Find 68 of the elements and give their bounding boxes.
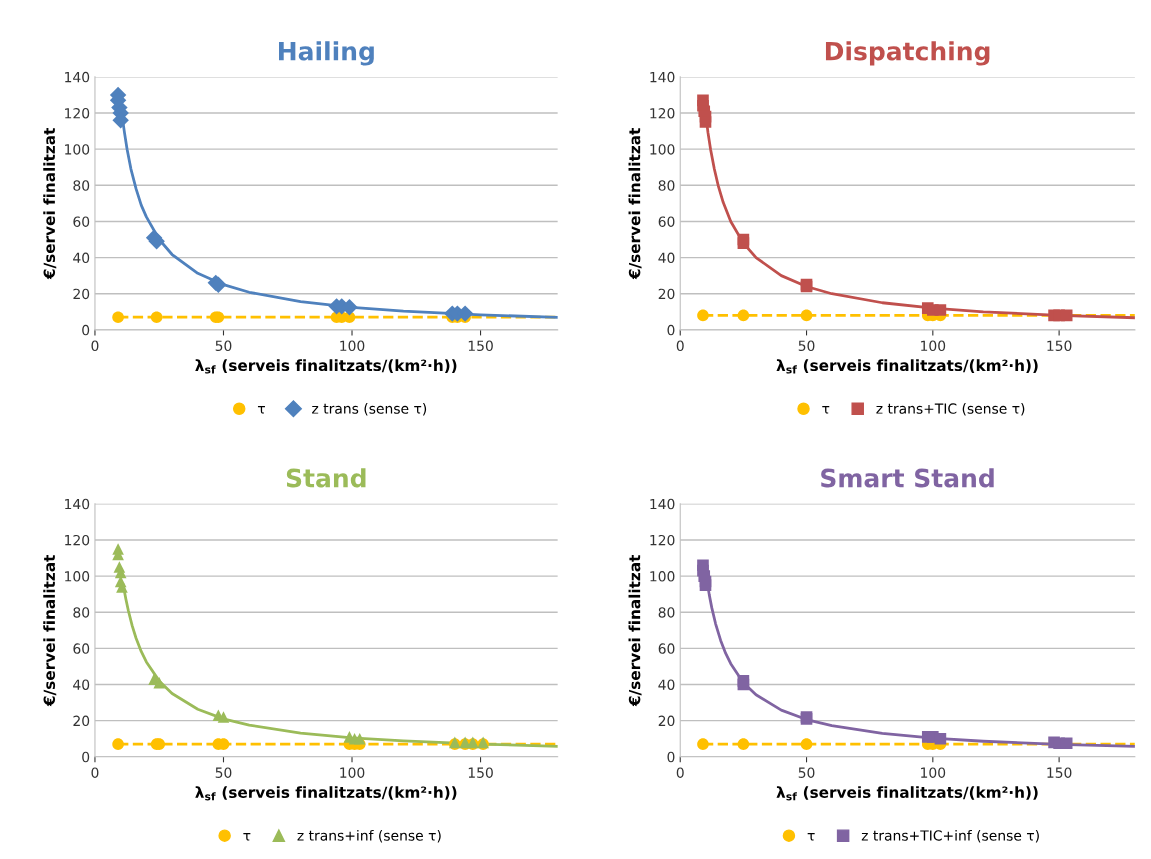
- x-tick-label: 150: [468, 340, 493, 352]
- y-tick-label: 120: [650, 107, 675, 119]
- x-tick-label: 150: [468, 767, 493, 778]
- y-tick-label: 0: [667, 751, 675, 763]
- x-tick-label: 50: [798, 340, 815, 352]
- y-axis-title: €/servei finalitzat: [628, 128, 642, 280]
- x-tick-label: 50: [215, 767, 232, 778]
- legend-label: τ: [243, 832, 251, 841]
- y-axis-title: €/servei finalitzat: [43, 554, 57, 707]
- legend-label: τ: [822, 406, 830, 414]
- y-tick-label: 140: [650, 498, 675, 510]
- y-tick-label: 80: [658, 607, 675, 618]
- y-tick-label: 100: [65, 144, 90, 155]
- chart-title: Smart Stand: [821, 468, 994, 488]
- y-tick-label: 40: [658, 252, 675, 264]
- y-tick-label: 40: [73, 252, 90, 264]
- x-tick-label: 50: [798, 767, 815, 778]
- y-tick-label: 140: [65, 71, 90, 83]
- x-tick-label: 100: [340, 767, 365, 778]
- legend-label: z trans+TIC+inf (sense τ): [861, 829, 1039, 843]
- y-tick-label: 40: [658, 679, 675, 690]
- y-tick-label: 80: [658, 180, 675, 191]
- y-tick-label: 20: [658, 288, 675, 300]
- y-tick-label: 20: [73, 288, 90, 300]
- y-tick-label: 60: [73, 643, 90, 654]
- y-tick-label: 120: [65, 534, 90, 546]
- x-axis-title: λ$_{sf}$ (serveis finalitzats/(km²·h)): [195, 786, 457, 801]
- y-tick-label: 20: [73, 715, 90, 727]
- chart-title: Stand: [286, 468, 366, 488]
- legend-label: z trans+TIC (sense τ): [876, 403, 1025, 416]
- y-tick-label: 0: [667, 324, 675, 336]
- x-tick-label: 150: [1047, 340, 1072, 352]
- x-tick-label: 100: [921, 767, 946, 778]
- x-axis-title: λ$_{sf}$ (serveis finalitzats/(km²·h)): [776, 359, 1038, 374]
- y-tick-label: 40: [73, 679, 90, 690]
- legend-label: z trans+inf (sense τ): [297, 829, 441, 843]
- y-tick-label: 120: [650, 534, 675, 546]
- y-axis-title: €/servei finalitzat: [628, 554, 642, 707]
- legend-label: τ: [807, 832, 815, 841]
- y-tick-label: 0: [82, 751, 90, 763]
- y-tick-label: 100: [650, 571, 675, 582]
- y-tick-label: 60: [73, 216, 90, 227]
- x-tick-label: 0: [91, 340, 99, 352]
- x-tick-label: 100: [340, 340, 365, 352]
- y-tick-label: 60: [658, 216, 675, 227]
- y-tick-label: 100: [65, 571, 90, 582]
- chart-title: Dispatching: [825, 41, 990, 66]
- legend-label: τ: [257, 406, 265, 414]
- y-tick-label: 20: [658, 715, 675, 727]
- x-axis-title: λ$_{sf}$ (serveis finalitzats/(km²·h)): [195, 359, 457, 374]
- y-tick-label: 80: [73, 607, 90, 618]
- y-tick-label: 100: [650, 144, 675, 155]
- y-tick-label: 140: [65, 498, 90, 510]
- x-tick-label: 0: [91, 767, 99, 778]
- y-tick-label: 120: [65, 107, 90, 119]
- x-tick-label: 150: [1047, 767, 1072, 778]
- x-axis-title: λ$_{sf}$ (serveis finalitzats/(km²·h)): [776, 786, 1038, 801]
- y-axis-title: €/servei finalitzat: [43, 128, 57, 280]
- x-tick-label: 0: [676, 340, 684, 352]
- y-tick-label: 0: [82, 324, 90, 336]
- y-tick-label: 60: [658, 643, 675, 654]
- y-tick-label: 80: [73, 180, 90, 191]
- x-tick-label: 100: [921, 340, 946, 352]
- x-tick-label: 0: [676, 767, 684, 778]
- legend-label: z trans (sense τ): [312, 403, 427, 416]
- chart-title: Hailing: [279, 41, 374, 66]
- y-tick-label: 140: [650, 71, 675, 83]
- x-tick-label: 50: [215, 340, 232, 352]
